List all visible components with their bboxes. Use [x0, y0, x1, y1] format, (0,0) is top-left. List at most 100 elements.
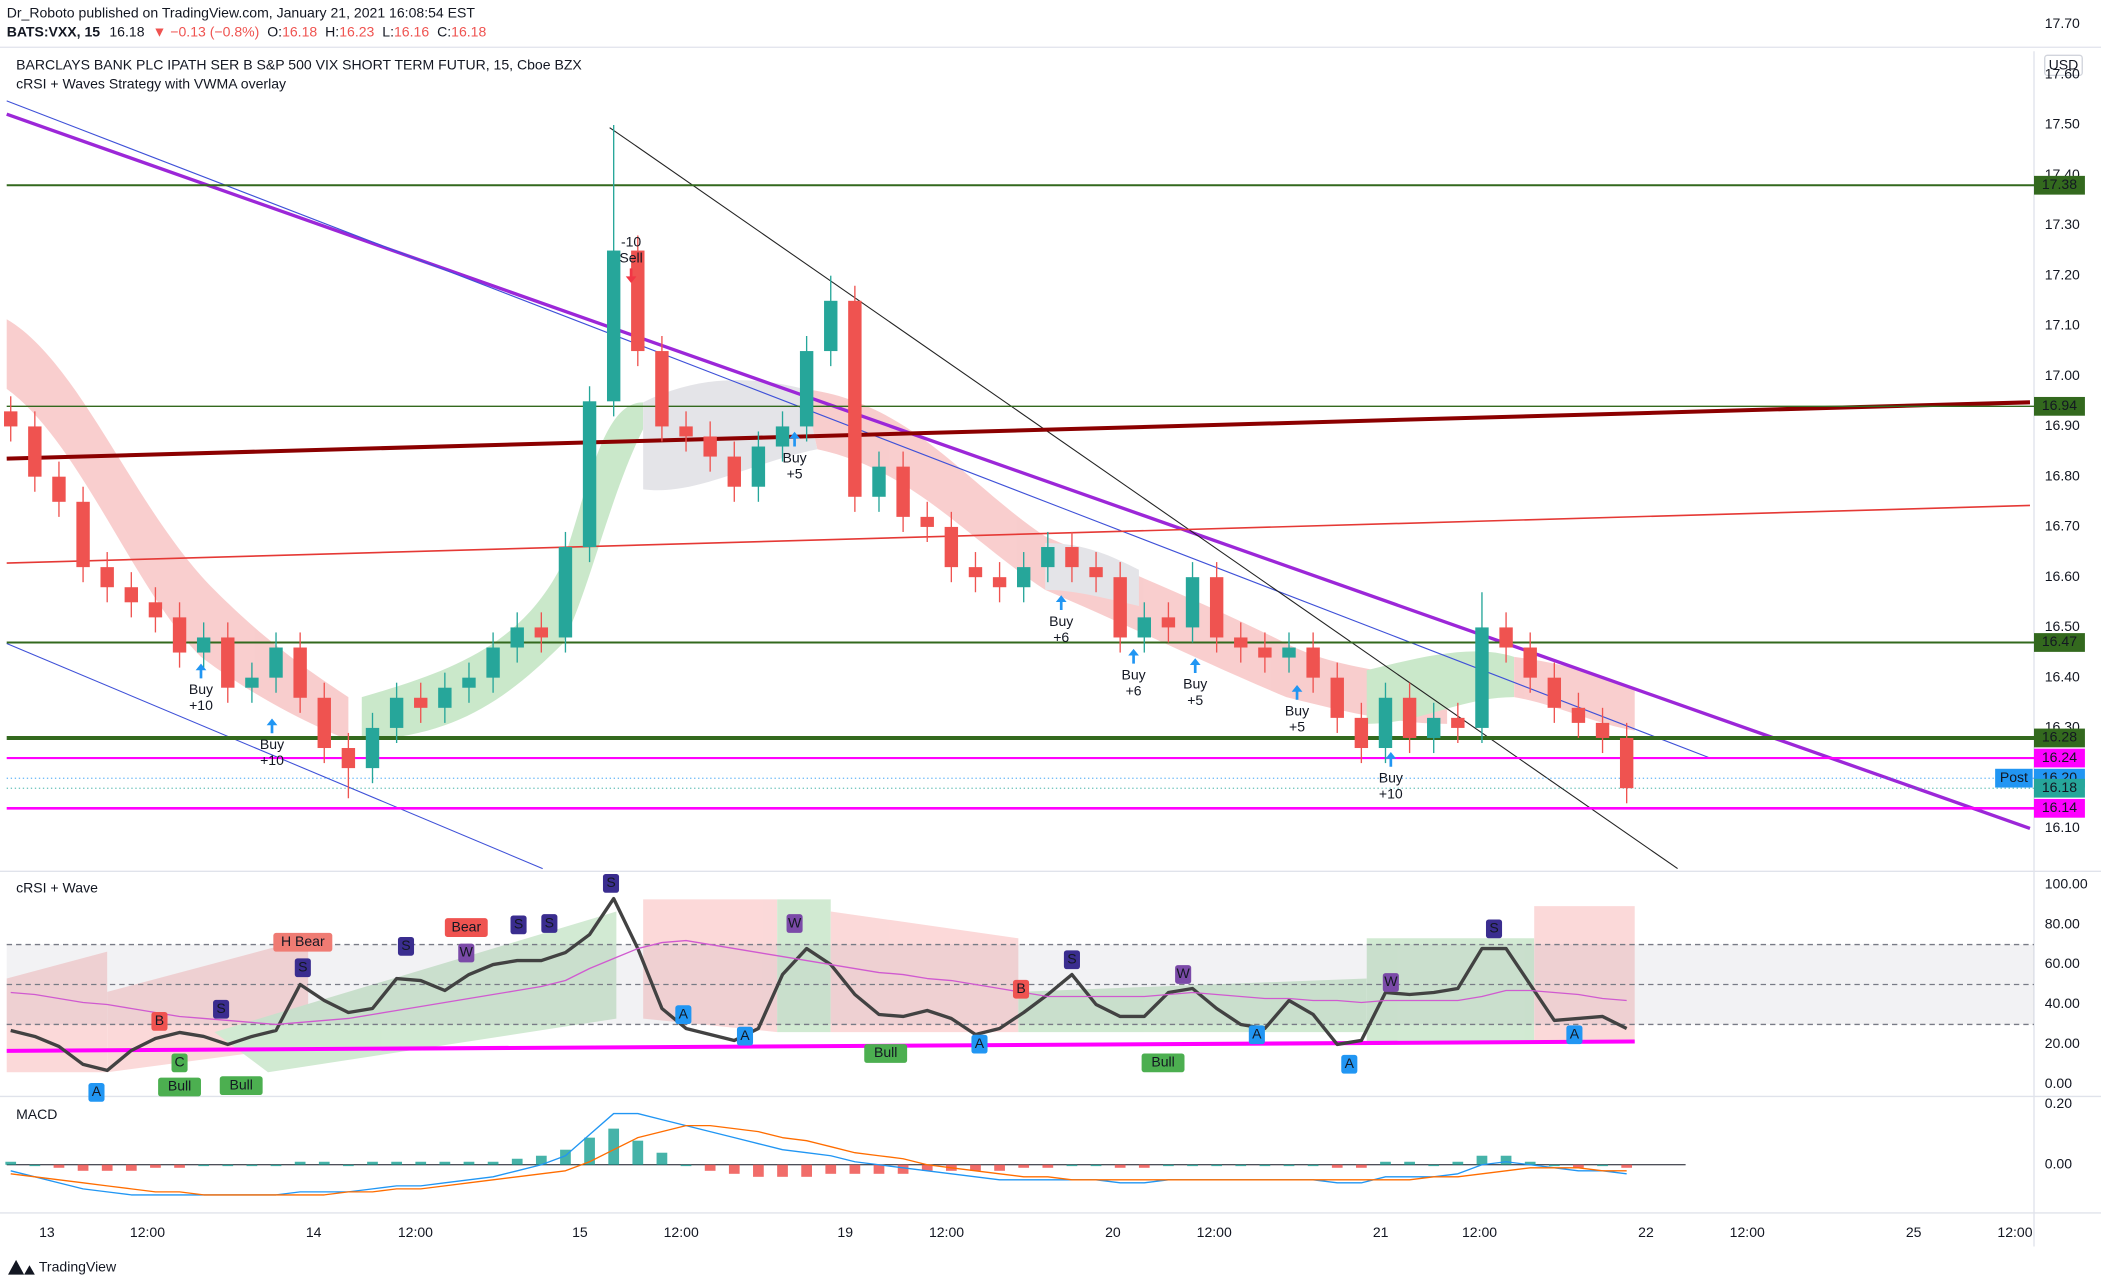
chart-title: BARCLAYS BANK PLC IPATH SER B S&P 500 VI… [16, 57, 582, 73]
signal-label: W [1384, 973, 1398, 989]
price-label: 16.18 [2042, 779, 2077, 795]
signal-label: S [401, 937, 410, 953]
signal-box [1566, 1025, 1583, 1045]
strategy-label: Buy [1285, 703, 1309, 719]
signal-box [397, 936, 415, 956]
histogram-bar [511, 1158, 523, 1165]
histogram-bar [77, 1164, 89, 1171]
signal-label: Bear [451, 918, 481, 934]
histogram-bar [1476, 1155, 1488, 1165]
price-label-box [2034, 798, 2085, 818]
signal-label: B [1016, 980, 1025, 996]
candle-body [534, 627, 549, 638]
price-label-box [2034, 175, 2085, 195]
histogram-bar [825, 1164, 837, 1174]
histogram-bar [5, 1161, 17, 1165]
candle-body [486, 647, 500, 678]
candle-body [196, 637, 211, 653]
candle-body [992, 577, 1007, 588]
x-tick-label: 12:00 [929, 1224, 964, 1240]
histogram-bar [463, 1161, 475, 1165]
candle-body [655, 351, 669, 427]
histogram-bar [487, 1161, 499, 1165]
candle-body [4, 411, 18, 427]
histogram-bar [994, 1164, 1005, 1171]
histogram-bar [1452, 1161, 1464, 1165]
histogram-bar [439, 1161, 451, 1165]
histogram-bar [101, 1164, 113, 1171]
candle-body [28, 426, 42, 477]
signal-label: A [679, 1005, 689, 1021]
signal-label: W [788, 914, 802, 930]
histogram-bar [1380, 1161, 1391, 1165]
price-label: 17.38 [2042, 176, 2077, 192]
strategy-label: Buy [1183, 676, 1207, 692]
strategy-label: +10 [189, 697, 213, 713]
signal-box [88, 1082, 105, 1102]
y-tick-label: 0.00 [2045, 1155, 2073, 1171]
histogram-bar [1500, 1155, 1512, 1165]
candle-body [775, 426, 790, 447]
histogram-bar [1283, 1164, 1295, 1167]
signal-label: Bull [229, 1076, 252, 1092]
crsi-trend-line [6, 1039, 1635, 1053]
candle-body [100, 567, 114, 588]
signal-box [1485, 919, 1503, 939]
ohlc-key: H: [325, 23, 339, 39]
signal-box [171, 1053, 188, 1073]
signal-box [510, 915, 527, 935]
x-tick-label: 14 [306, 1224, 322, 1240]
histogram-bar [801, 1164, 812, 1177]
signal-label: S [514, 916, 523, 932]
candle-body [76, 501, 90, 568]
candle-body [1282, 647, 1296, 658]
candle-body [1523, 647, 1537, 678]
signal-label: S [216, 1000, 225, 1016]
strategy-label: Buy [189, 681, 213, 697]
candle-body [414, 697, 428, 708]
histogram-bar [125, 1164, 137, 1171]
histogram-bar [1548, 1164, 1560, 1167]
histogram-bar [198, 1164, 210, 1167]
y-tick-label: 17.10 [2045, 317, 2080, 333]
signal-box [1248, 1025, 1265, 1045]
ohlc-value: 16.18 [451, 23, 486, 39]
signal-box [541, 914, 558, 933]
signal-label: A [975, 1035, 985, 1051]
currency-box[interactable] [2044, 54, 2083, 77]
candle-body [1161, 617, 1176, 628]
y-tick-label: 80.00 [2045, 915, 2080, 931]
candle-body [872, 466, 886, 497]
candle-body [1209, 577, 1224, 638]
candle-body [124, 587, 139, 603]
brand: TradingView [39, 1259, 117, 1275]
candle-body [896, 466, 910, 517]
candle-body [148, 602, 163, 618]
histogram-bar [704, 1164, 716, 1171]
histogram-bar [53, 1164, 65, 1168]
histogram-bar [1235, 1164, 1247, 1167]
signal-box [1382, 973, 1399, 992]
y-tick-label: 17.60 [2045, 65, 2080, 81]
candle-body [1354, 717, 1369, 749]
candle-body [1234, 637, 1248, 648]
price-label: 16.47 [2042, 633, 2077, 649]
candle-body [317, 697, 331, 749]
y-tick-label: 17.70 [2045, 15, 2080, 31]
symbol: BATS:VXX, 15 [7, 23, 101, 39]
currency[interactable]: USD [2049, 57, 2079, 73]
histogram-bar [632, 1140, 644, 1165]
histogram-bar [777, 1164, 788, 1177]
histogram-bar [270, 1164, 282, 1167]
signal-box [219, 1076, 263, 1096]
signal-label: A [92, 1083, 102, 1099]
change: ▼ −0.13 (−0.8%) [152, 23, 259, 39]
y-tick-label: 16.60 [2045, 568, 2080, 584]
buy-arrow [1128, 648, 1139, 664]
x-tick-label: 12:00 [1730, 1224, 1765, 1240]
histogram-bar [150, 1164, 161, 1168]
strategy-label: Buy [1049, 613, 1073, 629]
histogram-bar [849, 1164, 861, 1174]
buy-arrow [1385, 752, 1397, 767]
